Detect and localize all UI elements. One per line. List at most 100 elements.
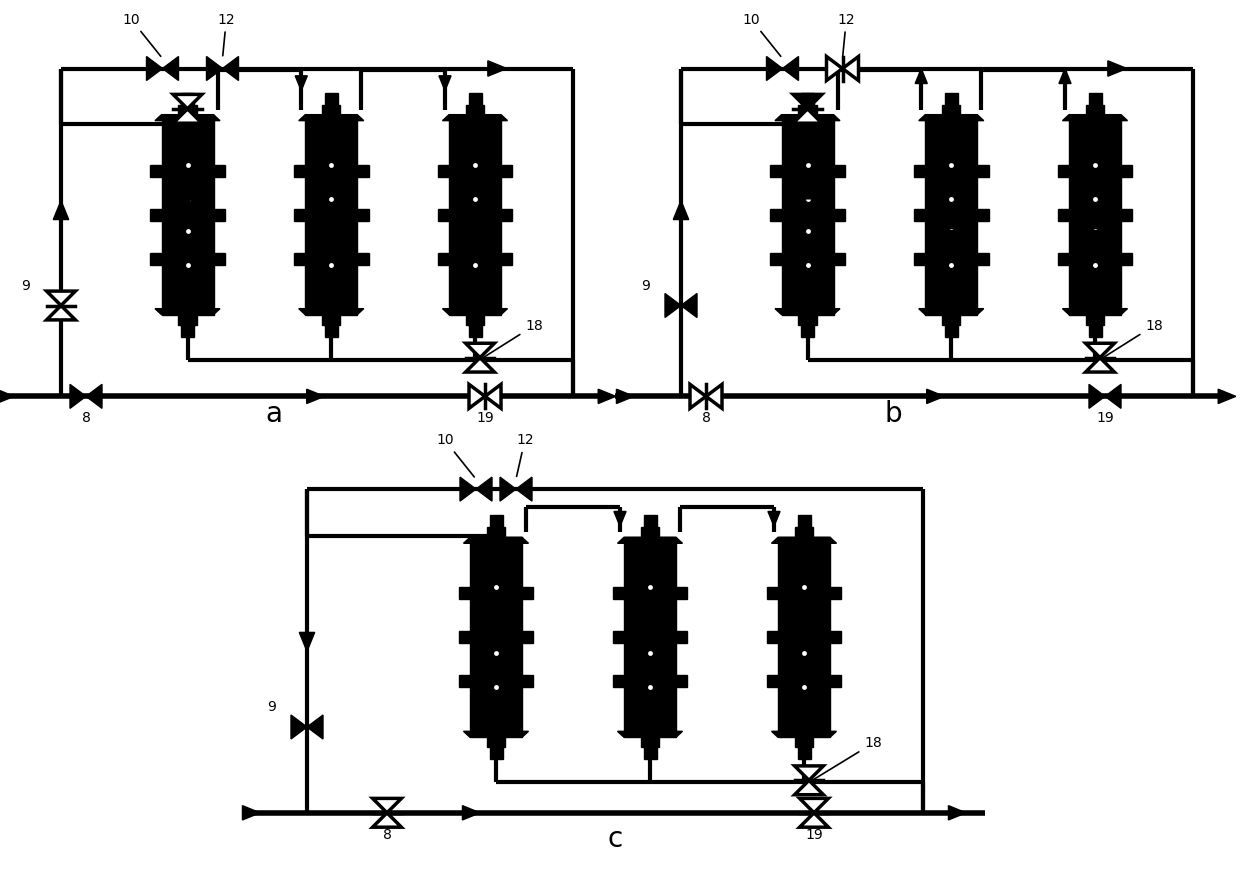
Bar <box>945 324 957 336</box>
Polygon shape <box>207 57 222 80</box>
Polygon shape <box>439 76 451 91</box>
Polygon shape <box>86 385 102 408</box>
Polygon shape <box>222 57 238 80</box>
Bar <box>1089 93 1101 105</box>
Polygon shape <box>618 538 682 544</box>
Polygon shape <box>465 343 495 357</box>
Bar <box>357 209 368 220</box>
Polygon shape <box>465 357 495 372</box>
Bar <box>522 676 533 687</box>
Polygon shape <box>768 511 780 526</box>
Polygon shape <box>299 633 315 651</box>
Bar <box>676 676 687 687</box>
Polygon shape <box>771 732 837 738</box>
Polygon shape <box>1089 231 1101 246</box>
Polygon shape <box>0 389 14 404</box>
Bar <box>925 114 977 315</box>
Text: 8: 8 <box>82 412 91 426</box>
Bar <box>294 164 305 177</box>
Bar <box>766 587 777 600</box>
Bar <box>501 164 512 177</box>
Bar <box>795 732 813 747</box>
Bar <box>766 631 777 643</box>
Bar <box>181 324 193 336</box>
Bar <box>797 516 811 527</box>
Bar <box>181 93 193 105</box>
Polygon shape <box>794 94 822 108</box>
Polygon shape <box>766 57 782 80</box>
Polygon shape <box>516 477 532 501</box>
Polygon shape <box>775 114 839 121</box>
Polygon shape <box>47 291 76 306</box>
Bar <box>490 747 502 760</box>
Bar <box>1058 253 1069 265</box>
Bar <box>830 676 842 687</box>
Bar <box>833 209 844 220</box>
Polygon shape <box>308 715 322 739</box>
Text: 9: 9 <box>21 279 31 293</box>
Text: 18: 18 <box>811 736 882 780</box>
Text: 12: 12 <box>837 12 856 56</box>
Polygon shape <box>801 132 815 148</box>
Polygon shape <box>794 108 822 123</box>
Polygon shape <box>372 813 402 827</box>
Bar <box>624 538 676 738</box>
Polygon shape <box>464 732 528 738</box>
Text: b: b <box>885 400 903 428</box>
Polygon shape <box>485 385 501 408</box>
Bar <box>1069 114 1121 315</box>
Bar <box>1121 164 1132 177</box>
Text: 9: 9 <box>641 279 651 293</box>
Polygon shape <box>673 201 688 219</box>
Polygon shape <box>460 477 476 501</box>
Bar <box>501 253 512 265</box>
Bar <box>1086 105 1104 121</box>
Polygon shape <box>919 114 983 121</box>
Polygon shape <box>1105 385 1121 408</box>
Polygon shape <box>926 389 944 404</box>
Bar <box>1058 209 1069 220</box>
Polygon shape <box>490 551 502 568</box>
Bar <box>830 587 842 600</box>
Polygon shape <box>306 389 324 404</box>
Polygon shape <box>469 223 481 239</box>
Bar <box>438 164 449 177</box>
Bar <box>522 587 533 600</box>
Bar <box>795 527 813 544</box>
Text: 18: 18 <box>482 319 543 358</box>
Polygon shape <box>299 114 363 121</box>
Polygon shape <box>618 732 682 738</box>
Bar <box>977 164 988 177</box>
Bar <box>1121 209 1132 220</box>
Polygon shape <box>162 57 179 80</box>
Bar <box>294 209 305 220</box>
Bar <box>294 253 305 265</box>
Bar <box>977 209 988 220</box>
Bar <box>799 105 817 121</box>
Bar <box>766 676 777 687</box>
Polygon shape <box>614 511 626 526</box>
Polygon shape <box>181 191 195 206</box>
Bar <box>487 527 505 544</box>
Bar <box>613 676 624 687</box>
Bar <box>490 516 502 527</box>
Bar <box>322 309 340 324</box>
Bar <box>799 309 817 324</box>
Bar <box>305 114 357 315</box>
Bar <box>1058 164 1069 177</box>
Bar <box>459 587 470 600</box>
Polygon shape <box>1089 385 1105 408</box>
Bar <box>914 253 925 265</box>
Bar <box>466 105 484 121</box>
Polygon shape <box>945 231 957 246</box>
Polygon shape <box>771 538 837 544</box>
Bar <box>150 209 161 220</box>
Polygon shape <box>949 806 966 820</box>
Bar <box>322 105 340 121</box>
Text: c: c <box>608 825 622 853</box>
Bar <box>613 631 624 643</box>
Bar <box>449 114 501 315</box>
Text: 19: 19 <box>476 412 494 426</box>
Bar <box>325 324 337 336</box>
Bar <box>438 253 449 265</box>
